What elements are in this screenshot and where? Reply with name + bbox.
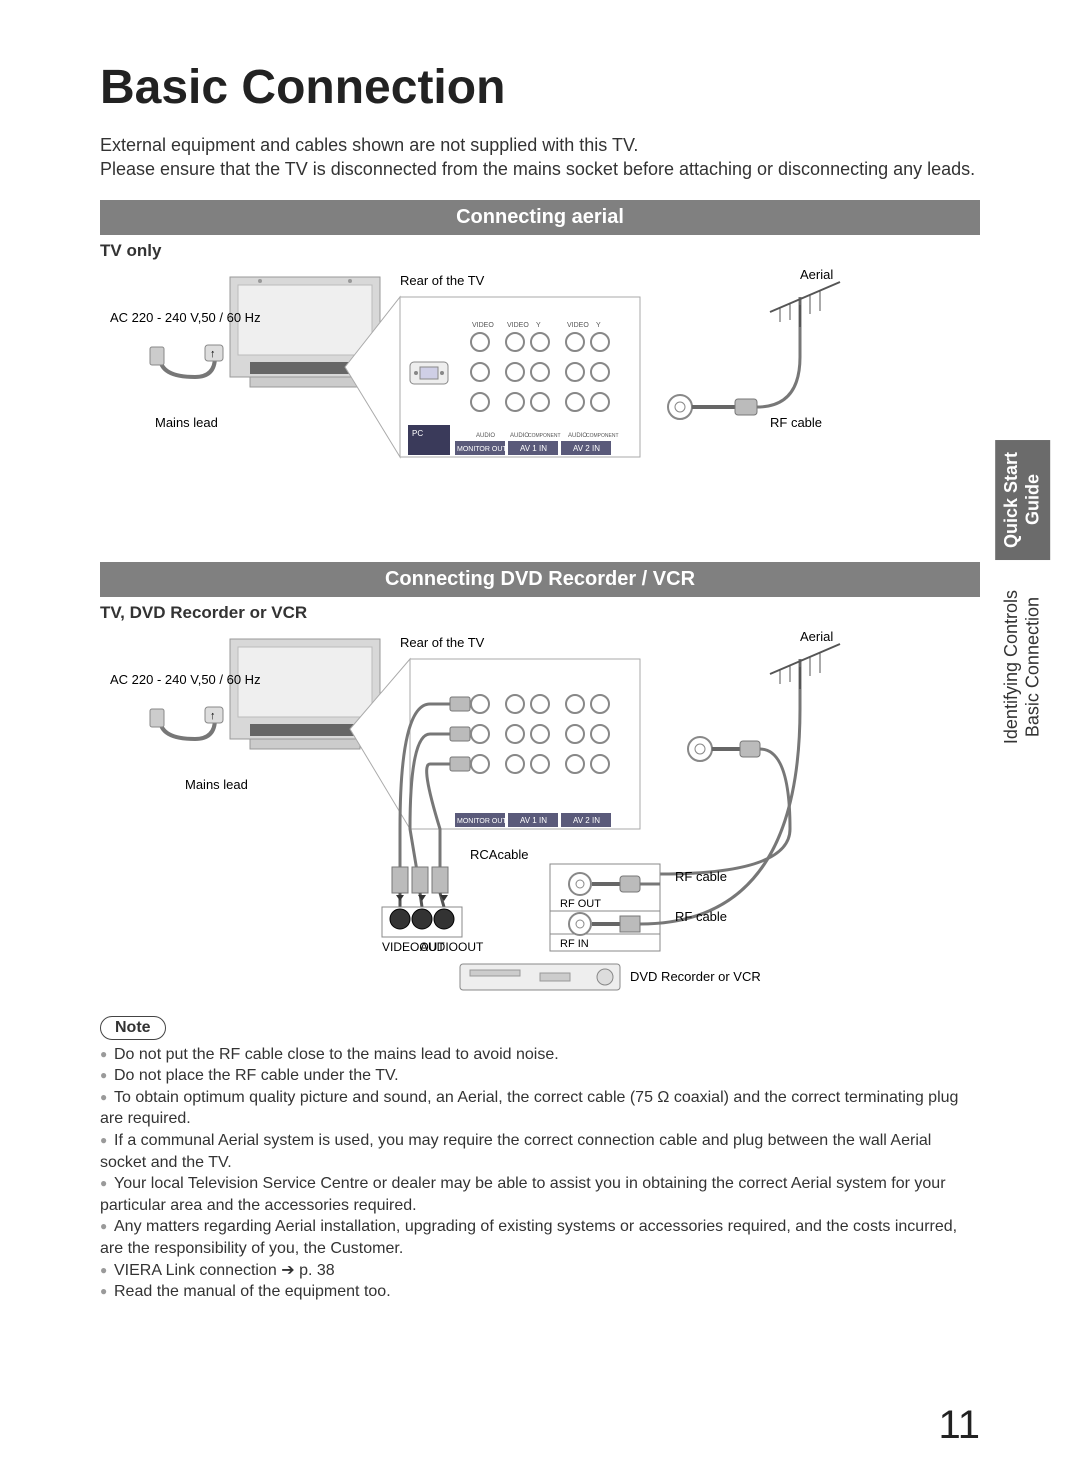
mains-plug-icon: ↑ — [150, 345, 223, 377]
label-mains: Mains lead — [155, 415, 218, 430]
svg-text:COMPONENT: COMPONENT — [528, 433, 561, 439]
svg-text:MONITOR OUT: MONITOR OUT — [457, 446, 507, 453]
tab-quick-start: Quick Start Guide — [995, 440, 1050, 560]
tab-line: Guide — [1022, 475, 1042, 526]
svg-text:Mains lead: Mains lead — [185, 777, 248, 792]
intro-line-2: Please ensure that the TV is disconnecte… — [100, 159, 975, 179]
svg-text:AV 1 IN: AV 1 IN — [520, 816, 547, 825]
label-aerial: Aerial — [800, 267, 833, 282]
svg-text:RF cable: RF cable — [675, 909, 727, 924]
svg-text:MONITOR OUT: MONITOR OUT — [457, 818, 507, 825]
svg-text:RCAcable: RCAcable — [470, 847, 529, 862]
note-label: Note — [100, 1016, 166, 1040]
svg-text:RF IN: RF IN — [560, 938, 589, 950]
dvd-recorder-icon — [460, 964, 620, 990]
svg-text:AV 2 IN: AV 2 IN — [573, 444, 600, 453]
label-rf-cable: RF cable — [770, 415, 822, 430]
svg-text:AV 1 IN: AV 1 IN — [520, 444, 547, 453]
intro-line-1: External equipment and cables shown are … — [100, 135, 638, 155]
svg-text:RF OUT: RF OUT — [560, 898, 601, 910]
svg-text:AC 220 - 240 V,50 / 60 Hz: AC 220 - 240 V,50 / 60 Hz — [110, 672, 261, 687]
svg-text:↑: ↑ — [210, 710, 216, 722]
tab-identifying: Identifying Controls Basic Connection — [995, 578, 1050, 756]
svg-text:PC: PC — [412, 429, 423, 438]
svg-text:VIDEO: VIDEO — [472, 322, 494, 329]
note-item: Do not place the RF cable under the TV. — [100, 1065, 980, 1087]
svg-text:Rear of the TV: Rear of the TV — [400, 635, 485, 650]
diagram-aerial: AC 220 - 240 V,50 / 60 Hz ↑ Mains lead R… — [100, 267, 980, 472]
svg-text:Y: Y — [596, 322, 601, 329]
svg-text:COMPONENT: COMPONENT — [586, 433, 619, 439]
label-ac: AC 220 - 240 V,50 / 60 Hz — [110, 310, 261, 325]
svg-text:VIDEO: VIDEO — [567, 322, 589, 329]
note-item: Do not put the RF cable close to the mai… — [100, 1044, 980, 1066]
svg-text:VIDEO: VIDEO — [507, 322, 529, 329]
note-item: Read the manual of the equipment too. — [100, 1281, 980, 1303]
label-rear: Rear of the TV — [400, 273, 485, 288]
note-item: Your local Television Service Centre or … — [100, 1173, 980, 1216]
rear-panel-icon: VIDEO VIDEO Y VIDEO Y PC MONITOR OUT AV … — [400, 297, 640, 457]
section-bar-dvd: Connecting DVD Recorder / VCR — [100, 562, 980, 597]
subhead-tv-only: TV only — [100, 241, 980, 261]
side-tabs: Quick Start Guide Identifying Controls B… — [995, 440, 1050, 756]
intro-text: External equipment and cables shown are … — [100, 133, 980, 182]
svg-text:Aerial: Aerial — [800, 629, 833, 644]
note-item: Any matters regarding Aerial installatio… — [100, 1216, 980, 1259]
page-number: 11 — [938, 1403, 980, 1448]
rca-plugs-icon — [382, 867, 462, 937]
svg-text:Y: Y — [536, 322, 541, 329]
page-title: Basic Connection — [100, 60, 980, 115]
note-item: VIERA Link connection ➔ p. 38 — [100, 1260, 980, 1282]
svg-text:AUDIO: AUDIO — [510, 433, 529, 439]
svg-text:AUDIO: AUDIO — [476, 433, 495, 439]
svg-text:RF cable: RF cable — [675, 869, 727, 884]
notes-list: Do not put the RF cable close to the mai… — [100, 1044, 980, 1303]
subhead-dvd: TV, DVD Recorder or VCR — [100, 603, 980, 623]
note-item: If a communal Aerial system is used, you… — [100, 1130, 980, 1173]
svg-text:AUDIOOUT: AUDIOOUT — [420, 940, 484, 954]
aerial-icon — [770, 282, 840, 327]
svg-text:AV 2 IN: AV 2 IN — [573, 816, 600, 825]
tab-line: Quick Start — [1001, 452, 1021, 548]
note-item: To obtain optimum quality picture and so… — [100, 1087, 980, 1130]
diagram-dvd: AC 220 - 240 V,50 / 60 Hz ↑ Mains lead R… — [100, 629, 980, 1004]
svg-text:AUDIO: AUDIO — [568, 433, 587, 439]
section-bar-aerial: Connecting aerial — [100, 200, 980, 235]
tab-line: Identifying Controls — [1001, 590, 1021, 744]
svg-text:DVD Recorder or VCR: DVD Recorder or VCR — [630, 969, 761, 984]
tab-line: Basic Connection — [1022, 597, 1042, 737]
svg-text:↑: ↑ — [210, 348, 216, 360]
